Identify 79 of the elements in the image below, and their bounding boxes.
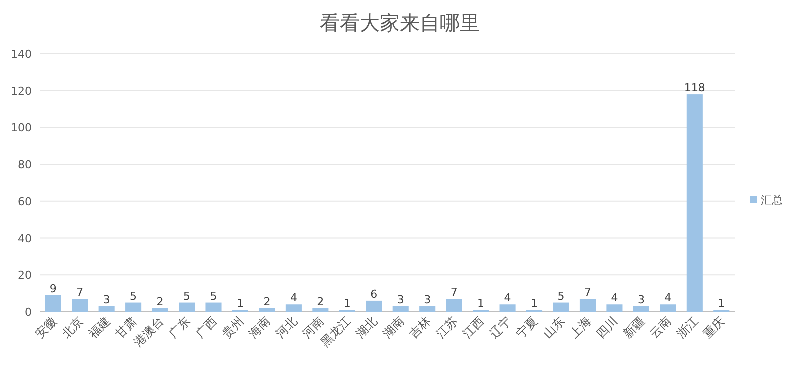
y-tick-label: 140 [11, 48, 32, 61]
x-tick-label: 贵州 [220, 314, 247, 342]
data-label: 3 [397, 293, 404, 306]
x-tick-label: 广西 [193, 314, 220, 342]
bar [392, 306, 409, 312]
bar [420, 306, 436, 312]
x-tick-label: 海南 [246, 314, 274, 342]
data-label: 9 [50, 282, 57, 296]
legend-label: 汇总 [761, 194, 783, 207]
data-label: 2 [264, 295, 271, 308]
data-label: 1 [531, 297, 538, 310]
y-tick-label: 60 [18, 195, 32, 208]
x-tick-label: 吉林 [406, 314, 434, 342]
bar [312, 308, 329, 312]
data-label: 5 [184, 290, 191, 303]
x-tick-label: 上海 [567, 314, 594, 342]
data-label: 6 [370, 288, 378, 301]
x-tick-label: 安徽 [32, 314, 60, 342]
data-label: 4 [611, 292, 618, 305]
x-tick-label: 湖北 [353, 314, 380, 342]
x-tick-label: 浙江 [674, 314, 702, 342]
bar [98, 306, 115, 312]
y-tick-label: 0 [25, 306, 32, 319]
data-label: 3 [424, 293, 432, 306]
data-label: 7 [450, 286, 458, 300]
bar [553, 302, 570, 312]
bar [206, 302, 222, 312]
bar [179, 302, 196, 312]
bar [633, 306, 650, 312]
y-tick-label: 100 [11, 122, 32, 135]
data-label: 1 [478, 297, 485, 310]
bar [686, 94, 703, 312]
data-label: 4 [290, 292, 298, 305]
x-tick-label: 湖南 [380, 314, 407, 342]
x-tick-label: 辽宁 [487, 314, 514, 342]
x-tick-label: 新疆 [620, 314, 648, 342]
x-tick-label: 河北 [273, 314, 300, 342]
bar [126, 302, 142, 312]
bar [152, 308, 168, 312]
x-tick-label: 云南 [647, 314, 674, 342]
bar [45, 295, 62, 312]
x-tick-label: 江苏 [434, 314, 460, 342]
data-label: 1 [344, 297, 351, 310]
data-label: 4 [664, 292, 672, 305]
x-tick-label: 江西 [460, 314, 488, 342]
y-tick-label: 120 [11, 84, 32, 98]
y-tick-label: 40 [18, 232, 32, 246]
data-label: 7 [584, 286, 592, 300]
x-tick-label: 北京 [59, 314, 86, 342]
bar [580, 299, 596, 312]
bar [660, 304, 676, 312]
bar [606, 304, 623, 312]
data-label: 4 [504, 292, 512, 305]
bar [259, 308, 276, 312]
data-label: 1 [236, 297, 244, 310]
data-label: 118 [684, 82, 706, 95]
bar [366, 300, 382, 312]
data-label: 5 [558, 290, 565, 303]
data-label: 3 [103, 293, 110, 306]
bar [446, 299, 462, 312]
data-label: 1 [718, 297, 726, 310]
data-label: 7 [76, 286, 84, 300]
chart-title: 看看大家来自哪里 [320, 11, 480, 35]
x-tick-label: 重庆 [700, 314, 728, 342]
x-tick-label: 广东 [166, 314, 194, 342]
bar [500, 304, 516, 312]
x-tick-label: 四川 [594, 314, 621, 342]
x-tick-label: 宁夏 [514, 314, 541, 342]
data-label: 5 [130, 290, 138, 303]
data-label: 2 [156, 295, 164, 308]
bar [286, 304, 302, 312]
y-tick-label: 20 [18, 269, 32, 282]
data-label: 2 [317, 295, 324, 308]
x-tick-label: 山东 [540, 314, 568, 342]
x-tick-label: 福建 [86, 314, 113, 342]
bar [72, 299, 88, 312]
y-tick-label: 80 [18, 158, 32, 172]
data-label: 3 [638, 293, 645, 306]
data-label: 5 [210, 290, 218, 303]
